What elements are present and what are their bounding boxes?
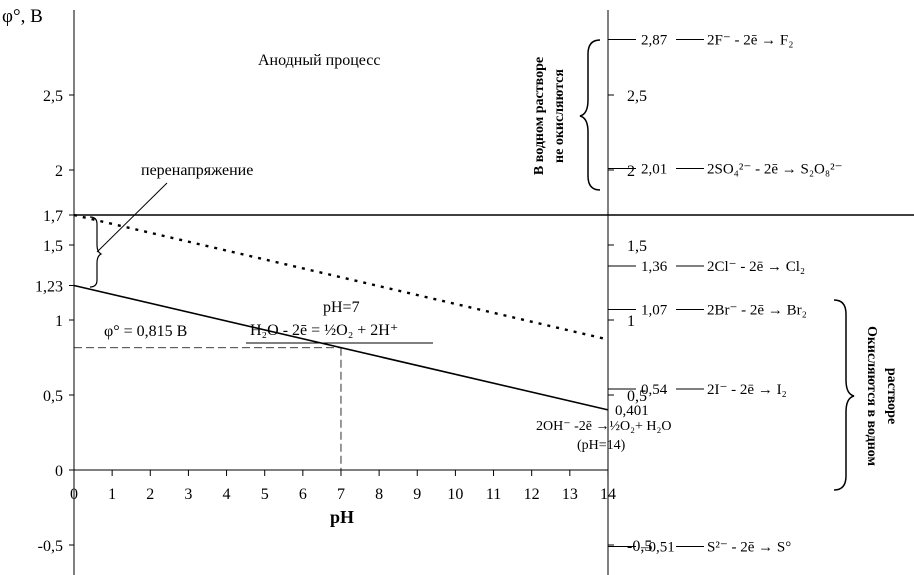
y-tick-label: 0,5 [43, 388, 63, 405]
x-tick-label: 8 [375, 486, 383, 503]
y-tick-label: -0,5 [38, 538, 63, 555]
reaction-value: –0,51 [640, 540, 675, 556]
end-ph: (pH=14) [577, 438, 626, 453]
x-tick-label: 11 [486, 486, 501, 503]
reaction-equation: 2SO₄²⁻ - 2ē → S₂O₈²⁻ [707, 162, 843, 178]
ph7-label: pH=7 [323, 299, 360, 316]
right-tick-label: 2,5 [627, 88, 647, 105]
y-tick-label-1-23: 1,23 [35, 279, 63, 296]
reaction-equation: S²⁻ - 2ē → S° [707, 540, 791, 556]
x-axis-label: pH [330, 507, 354, 527]
overpotential-pointer [96, 182, 168, 253]
right-ticks: -0,5 0,5 1 1,5 2 2,5 [608, 88, 652, 555]
reaction-equation: 2I⁻ - 2ē → I₂ [707, 382, 787, 398]
x-tick-label: 6 [299, 486, 307, 503]
x-tick-label: 1 [108, 486, 116, 503]
top-group-brace [579, 39, 601, 191]
x-tick-label: 12 [524, 486, 540, 503]
y-ticks: -0,5 0 0,5 1 1,5 2 2,5 [38, 88, 74, 555]
phi-0815-label: φ° = 0,815 В [104, 323, 187, 340]
overpotential-brace [89, 216, 103, 288]
horizontal-line-label: 1,7 [43, 208, 63, 225]
top-group-label-2: не окисляются [552, 69, 567, 163]
right-tick-label: 2 [627, 163, 635, 180]
anode-title: Анодный процесс [258, 52, 381, 69]
x-tick-label: 9 [413, 486, 421, 503]
bottom-group-brace [833, 299, 855, 491]
right-tick-label: 0,5 [627, 388, 647, 405]
x-ticks: 0 1 2 3 4 5 6 7 8 9 10 11 12 13 14 [70, 470, 616, 503]
end-value-0401: 0,401 [615, 403, 649, 419]
right-tick-label: 1 [627, 313, 635, 330]
x-tick-label: 14 [600, 486, 616, 503]
reaction-value: 2,01 [641, 162, 667, 178]
bottom-group-label-1: Окисляются в водном [864, 326, 879, 467]
overpotential-label: перенапряжение [141, 162, 253, 179]
x-tick-label: 3 [184, 486, 192, 503]
y-tick-label: 2,5 [43, 88, 63, 105]
x-tick-label: 10 [447, 486, 463, 503]
end-equation: 2OH⁻ -2ē →½O₂+ H₂O [536, 419, 671, 434]
bottom-group-label-2: растворе [884, 368, 899, 424]
reaction-value: 0,54 [641, 382, 668, 398]
overpotential-line [73, 213, 609, 341]
reaction-value: 1,36 [641, 259, 668, 275]
right-tick-label: 1,5 [627, 238, 647, 255]
x-tick-label: 2 [146, 486, 154, 503]
y-tick-label: 2 [55, 163, 63, 180]
x-tick-label: 7 [337, 486, 345, 503]
x-tick-label: 4 [223, 486, 231, 503]
reaction-equation: 2Br⁻ - 2ē → Br₂ [707, 303, 807, 319]
x-tick-label: 5 [261, 486, 269, 503]
y-axis-label: φ°, В [2, 6, 43, 27]
reaction-value: 1,07 [641, 303, 668, 319]
reaction-equation: 2Cl⁻ - 2ē → Cl₂ [707, 259, 805, 275]
reaction-value: 2,87 [641, 33, 668, 49]
top-group-label-1: В водном растворе [532, 57, 547, 175]
right-tick-label: -0,5 [627, 538, 652, 555]
reaction-equation: 2F⁻ - 2ē → F₂ [707, 33, 793, 49]
main-equation: H₂O - 2ē = ½O₂ + 2H⁺ [250, 322, 398, 339]
x-tick-label: 13 [562, 486, 578, 503]
reaction-list: 2,87 2F⁻ - 2ē → F₂ 2,01 2SO₄²⁻ - 2ē → S₂O₈²… [608, 33, 843, 556]
y-tick-label: 1 [55, 313, 63, 330]
y-tick-label: 1,5 [43, 238, 63, 255]
x-tick-label: 0 [70, 486, 78, 503]
y-tick-label: 0 [55, 463, 63, 480]
